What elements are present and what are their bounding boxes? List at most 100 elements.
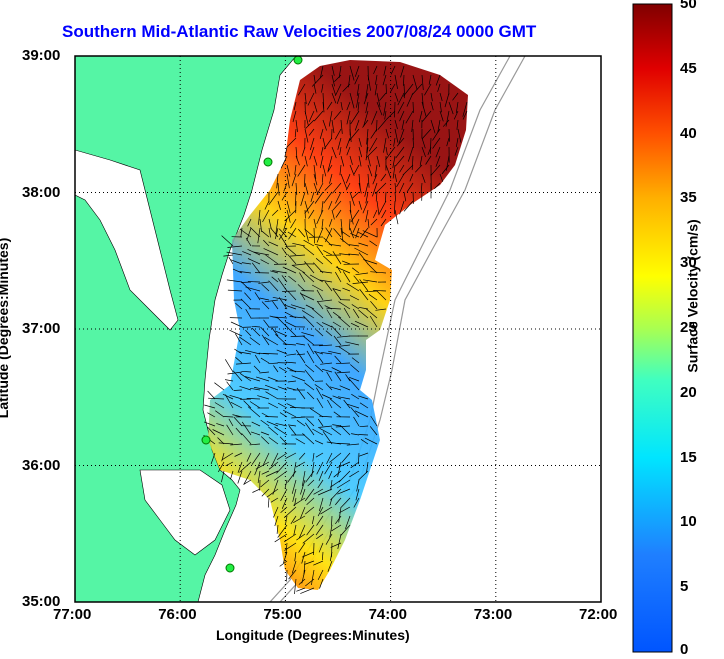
velocity-vector: [261, 334, 270, 346]
velocity-vector: [257, 395, 270, 400]
velocity-vector: [323, 191, 333, 204]
velocity-vector: [301, 332, 315, 337]
velocity-vector: [349, 209, 354, 225]
velocity-vector: [448, 101, 454, 115]
velocity-vector: [367, 164, 373, 177]
velocity-vector: [261, 283, 270, 292]
velocity-vector: [274, 227, 279, 240]
velocity-vector: [350, 364, 360, 373]
velocity-vector: [334, 74, 342, 83]
x-axis-label: Longitude (Degrees:Minutes): [216, 627, 410, 643]
velocity-vector: [331, 83, 336, 95]
velocity-vector: [403, 83, 414, 97]
velocity-vector: [290, 304, 306, 310]
velocity-vector: [346, 101, 351, 111]
velocity-vector: [317, 418, 324, 427]
velocity-vector: [300, 479, 306, 495]
velocity-vector: [298, 228, 306, 238]
velocity-vector: [309, 274, 324, 283]
velocity-vector: [259, 371, 270, 374]
velocity-vector: [311, 284, 324, 292]
velocity-vector: [362, 200, 369, 214]
velocity-vector: [303, 315, 315, 328]
velocity-vector: [304, 560, 315, 565]
velocity-vector: [425, 155, 432, 165]
velocity-vector: [379, 92, 387, 101]
velocity-vector: [346, 443, 360, 446]
velocity-vector: [240, 227, 243, 237]
velocity-vector: [268, 280, 279, 292]
velocity-vector: [240, 281, 252, 292]
velocity-vector: [280, 488, 288, 502]
velocity-vector: [307, 479, 315, 487]
velocity-vector: [328, 110, 333, 127]
velocity-vector: [268, 227, 271, 238]
velocity-vector: [258, 209, 261, 225]
velocity-vector: [276, 173, 279, 189]
velocity-vector: [282, 266, 297, 274]
velocity-vector: [351, 267, 360, 274]
velocity-vector: [350, 110, 360, 125]
velocity-vector: [237, 470, 243, 484]
velocity-vector: [305, 422, 315, 436]
velocity-vector: [349, 191, 355, 206]
velocity-vector: [323, 137, 333, 150]
velocity-vector: [365, 290, 378, 293]
velocity-vector: [314, 191, 324, 204]
velocity-vector: [331, 515, 333, 526]
velocity-vector: [251, 421, 261, 427]
velocity-vector: [268, 402, 279, 409]
velocity-vector: [457, 128, 462, 143]
velocity-vector: [243, 400, 252, 409]
velocity-vector: [354, 320, 369, 328]
velocity-vector: [288, 569, 297, 580]
velocity-vector: [305, 578, 315, 587]
velocity-vector: [309, 146, 315, 160]
velocity-vector: [317, 506, 324, 517]
velocity-vector: [424, 83, 432, 96]
velocity-vector: [268, 218, 272, 230]
velocity-vector: [331, 209, 335, 220]
velocity-vector: [285, 246, 297, 256]
velocity-vector: [349, 376, 360, 382]
velocity-vector: [350, 209, 360, 223]
velocity-vector: [253, 251, 270, 256]
velocity-vector: [327, 560, 333, 572]
velocity-vector: [270, 497, 279, 503]
velocity-vector: [299, 272, 306, 283]
velocity-vector: [289, 254, 306, 257]
velocity-vector: [311, 515, 315, 525]
x-tick-label: 72:00: [579, 606, 618, 623]
velocity-vector: [239, 271, 252, 274]
velocity-vector: [272, 316, 288, 319]
velocity-vector: [266, 488, 279, 498]
velocity-vector: [224, 394, 234, 409]
velocity-vector: [333, 470, 342, 478]
velocity-vector: [241, 421, 252, 436]
velocity-vector: [284, 209, 297, 222]
velocity-vector: [326, 307, 342, 310]
velocity-vector: [338, 506, 351, 514]
velocity-vector: [353, 416, 360, 427]
velocity-vector: [318, 425, 333, 428]
velocity-vector: [371, 110, 378, 125]
velocity-vector: [360, 227, 369, 239]
velocity-vector: [364, 437, 378, 445]
velocity-vector: [335, 515, 342, 525]
velocity-vector: [350, 322, 360, 328]
velocity-vector: [291, 560, 297, 574]
velocity-vector: [365, 83, 369, 99]
velocity-vector: [327, 164, 333, 173]
velocity-vector: [274, 515, 279, 527]
velocity-vector: [376, 200, 380, 216]
velocity-vector: [338, 301, 351, 310]
velocity-vector: [227, 289, 243, 292]
velocity-vector: [352, 281, 369, 284]
velocity-vector: [260, 431, 270, 436]
velocity-vector: [295, 182, 298, 195]
velocity-vector: [453, 110, 459, 120]
velocity-vector: [397, 101, 405, 114]
velocity-vector: [330, 479, 342, 488]
velocity-vector: [380, 173, 387, 182]
velocity-vector: [358, 252, 369, 265]
